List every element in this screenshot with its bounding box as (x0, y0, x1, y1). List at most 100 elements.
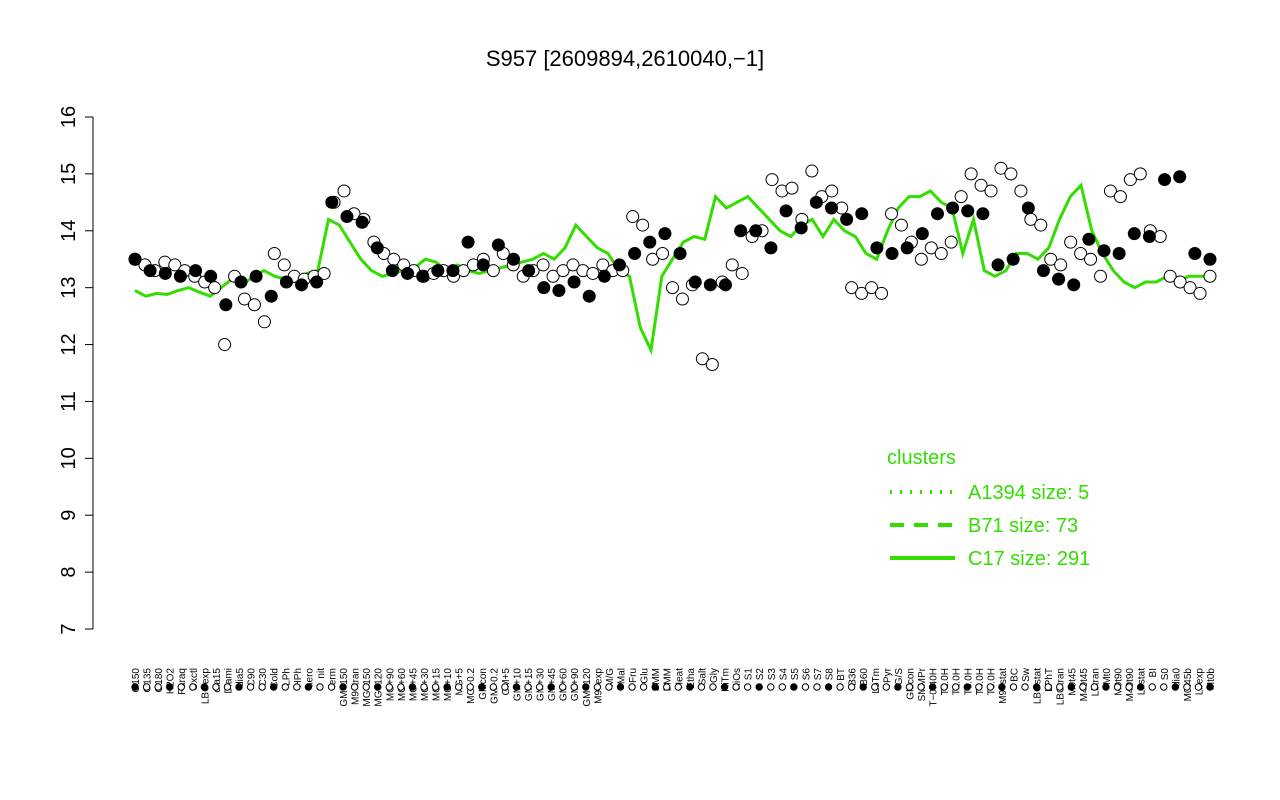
x-tick-label: G135 (143, 668, 154, 693)
data-point-filled (734, 224, 748, 238)
data-point-open (1103, 184, 1117, 198)
data-point-filled (173, 269, 187, 283)
data-point-filled (628, 247, 642, 261)
data-point-filled (279, 275, 293, 289)
data-point-open (208, 281, 222, 295)
x-tick-marker (1160, 683, 1168, 691)
x-tick-label: G150 (131, 668, 142, 693)
data-points (128, 161, 1217, 371)
x-tick-label: G180 (154, 668, 165, 693)
data-point-filled (340, 210, 354, 224)
data-point-filled (840, 212, 854, 226)
x-tick-marker (177, 683, 185, 691)
data-point-filled (476, 258, 490, 272)
x-tick-marker (1079, 683, 1087, 691)
x-tick-label: LPhT (1044, 668, 1055, 692)
x-tick-marker (720, 683, 729, 691)
y-tick-label: 12 (58, 333, 80, 355)
x-tick-marker (709, 683, 717, 691)
data-point-filled (976, 207, 990, 221)
data-point-filled (1082, 232, 1096, 246)
data-point-open (944, 235, 958, 249)
data-point-open (994, 161, 1008, 175)
x-tick-marker (755, 683, 763, 691)
x-tick-marker (686, 683, 694, 691)
x-tick-label: Oxctl (189, 668, 200, 691)
x-tick-marker (570, 683, 578, 691)
x-tick-marker (1113, 683, 1122, 691)
data-point-filled (597, 269, 611, 283)
data-point-open (884, 207, 898, 221)
legend-label: A1394 size: 5 (968, 482, 1089, 504)
x-tick-label: SMM (651, 668, 662, 691)
x-tick-label: MG+5 (455, 668, 466, 696)
x-tick-marker (651, 683, 659, 691)
data-point-open (1173, 275, 1187, 289)
data-point-filled (385, 264, 399, 278)
x-tick-label: Heat (674, 668, 685, 689)
x-tick-marker (824, 683, 833, 691)
x-tick-marker (1009, 683, 1018, 691)
legend-title: clusters (887, 447, 956, 469)
x-tick-marker (986, 683, 995, 691)
data-point-filled (507, 252, 521, 266)
data-point-open (725, 258, 739, 272)
y-tick-label: 10 (58, 447, 80, 469)
data-point-open (168, 258, 182, 272)
x-tick-marker (327, 683, 336, 691)
data-point-filled (1097, 244, 1111, 258)
data-point-filled (431, 264, 445, 278)
data-point-filled (1112, 247, 1126, 261)
x-tick-label: Pyr (882, 667, 893, 683)
x-axis: G150G135G180H2O2ParaqOxctlLBGexpdia15Dia… (131, 667, 1217, 706)
x-tick-label: T2.0H (952, 668, 963, 695)
x-tick-marker (270, 683, 278, 691)
data-point-filled (991, 258, 1005, 272)
data-point-open (1183, 281, 1197, 295)
y-tick-label: 8 (58, 567, 80, 578)
x-tick-label: M0t45 (1067, 668, 1078, 696)
x-tick-marker (466, 683, 474, 691)
x-tick-label: M0t90 (1114, 668, 1125, 696)
data-point-filled (779, 204, 793, 218)
x-tick-marker (316, 683, 324, 691)
x-tick-label: BMM (663, 668, 674, 691)
x-tick-label: LoTm (871, 668, 882, 694)
x-tick-label: C30 (258, 668, 269, 687)
legend-entries: A1394 size: 5 B71 size: 73 C17 size: 291 (890, 482, 1090, 570)
x-tick-marker (431, 683, 440, 691)
data-point-filled (930, 207, 944, 221)
x-tick-marker (501, 683, 509, 691)
y-tick-label: 15 (58, 163, 80, 185)
data-point-filled (158, 266, 172, 280)
data-point-open (337, 184, 351, 198)
data-point-open (954, 190, 968, 204)
data-point-filled (855, 207, 869, 221)
x-tick-marker (928, 683, 937, 691)
data-point-filled (1052, 272, 1066, 286)
x-tick-marker (154, 683, 162, 691)
data-point-filled (522, 264, 536, 278)
data-point-open (1153, 229, 1167, 243)
x-tick-label: Salt (697, 668, 708, 685)
x-tick-marker (385, 683, 394, 691)
x-tick-marker (778, 683, 787, 691)
data-point-filled (295, 278, 309, 292)
x-tick-marker (350, 683, 359, 691)
legend: clusters A1394 size: 5 B71 size: 73 C17 si… (887, 447, 1090, 570)
data-point-filled (961, 204, 975, 218)
x-tick-marker (616, 683, 625, 691)
x-tick-label: S7 (813, 668, 824, 681)
y-tick-label: 9 (58, 510, 80, 521)
data-point-open (1133, 167, 1147, 181)
x-tick-marker (339, 683, 347, 691)
data-point-open (546, 269, 560, 283)
x-tick-label: Diami (223, 668, 234, 694)
x-tick-marker (235, 683, 243, 691)
x-tick-label: Lbtran (1090, 668, 1101, 696)
x-tick-marker (374, 683, 382, 691)
data-point-filled (370, 241, 384, 255)
x-tick-marker (246, 683, 255, 691)
x-tick-marker (1032, 683, 1041, 691)
x-tick-marker (212, 683, 220, 691)
